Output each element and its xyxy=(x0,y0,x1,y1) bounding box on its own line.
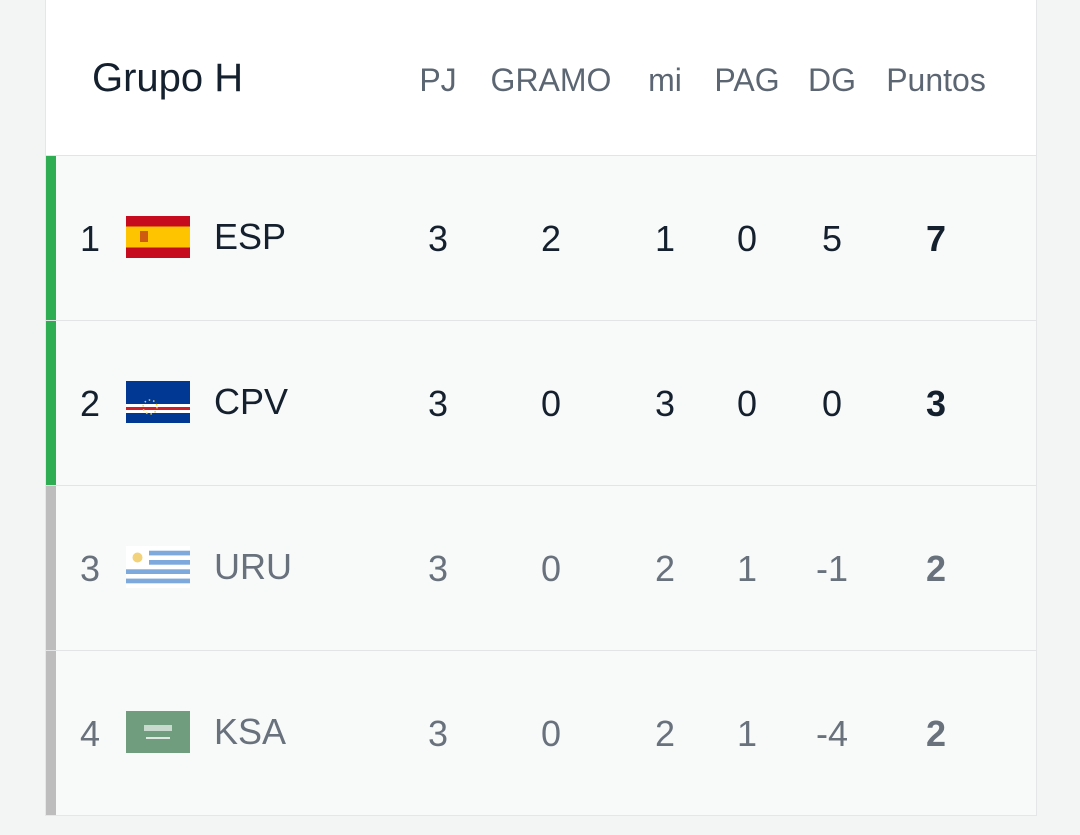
position: 2 xyxy=(80,383,101,424)
position: 3 xyxy=(80,548,101,589)
stat-cell: 0 xyxy=(821,383,843,424)
column-header: PAG xyxy=(714,62,780,98)
column-header: mi xyxy=(648,62,682,98)
flag xyxy=(126,546,190,588)
stat-cell: 0 xyxy=(736,383,758,424)
stat-cell: 1 xyxy=(654,218,676,259)
stat-cell: 1 xyxy=(736,713,758,754)
stat-cell: 3 xyxy=(427,218,449,259)
stat-cell: 2 xyxy=(654,548,676,589)
team-row[interactable]: 1 ESP 3 2 1 0 5 7 xyxy=(46,155,1036,320)
column-header: DG xyxy=(808,62,856,98)
team-row[interactable]: 4 KSA 3 0 2 1 -4 2 xyxy=(46,650,1036,815)
flag xyxy=(126,711,190,753)
column-header: GRAMO xyxy=(490,62,612,98)
qualification-bar xyxy=(46,156,56,320)
stat-cell: 3 xyxy=(427,713,449,754)
column-header: Puntos xyxy=(886,62,986,98)
stat-cell: 0 xyxy=(540,548,562,589)
team-row[interactable]: 2 CPV 3 0 3 0 0 3 xyxy=(46,320,1036,485)
team-row[interactable]: 3 URU 3 0 2 1 -1 2 xyxy=(46,485,1036,650)
standings-card: Grupo H PJ GRAMO mi PAG DG Puntos 1 ESP 3 2… xyxy=(45,0,1037,816)
team-name: CPV xyxy=(214,381,289,422)
qualification-bar xyxy=(46,486,56,650)
team-name: URU xyxy=(214,546,292,587)
stat-cell: 0 xyxy=(736,218,758,259)
stat-cell: 3 xyxy=(654,383,676,424)
stat-cell: 2 xyxy=(540,218,562,259)
stat-cell: 7 xyxy=(925,218,947,259)
stat-cell: 0 xyxy=(540,713,562,754)
stat-cell: 5 xyxy=(821,218,843,259)
qualification-bar xyxy=(46,651,56,815)
stat-cell: 0 xyxy=(540,383,562,424)
stat-cell: 3 xyxy=(427,548,449,589)
position: 1 xyxy=(80,218,101,259)
flag xyxy=(126,216,190,258)
team-name: ESP xyxy=(214,216,287,257)
position: 4 xyxy=(80,713,101,754)
stat-cell: -1 xyxy=(815,548,849,589)
stat-cell: -4 xyxy=(815,713,849,754)
group-title: Grupo H xyxy=(92,56,244,100)
stat-cell: 2 xyxy=(654,713,676,754)
stat-cell: 3 xyxy=(925,383,947,424)
team-name: KSA xyxy=(214,711,287,752)
column-header: PJ xyxy=(419,62,457,98)
stat-cell: 3 xyxy=(427,383,449,424)
stat-cell: 2 xyxy=(925,713,947,754)
flag xyxy=(126,381,190,423)
stat-cell: 2 xyxy=(925,548,947,589)
stat-cell: 1 xyxy=(736,548,758,589)
qualification-bar xyxy=(46,321,56,485)
